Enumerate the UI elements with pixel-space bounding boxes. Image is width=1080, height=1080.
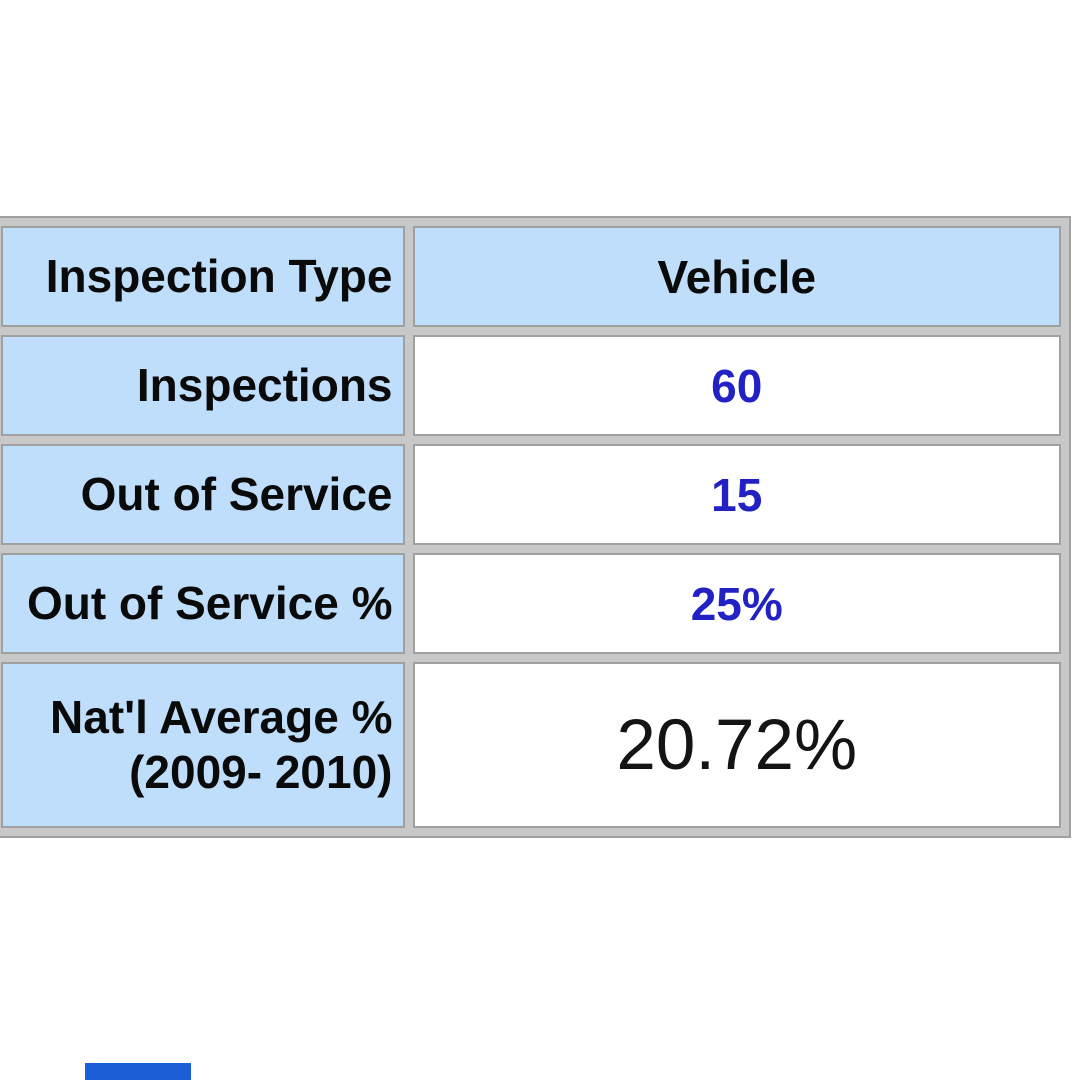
table-header-row: Inspection Type Vehicle [1, 226, 1061, 327]
value-out-of-service-pct: 25% [412, 553, 1061, 654]
row-label-out-of-service-pct: Out of Service % [1, 553, 405, 654]
value-out-of-service: 15 [412, 444, 1061, 545]
row-label-natl-average: Nat'l Average % (2009- 2010) [1, 662, 405, 828]
table-row: Inspections 60 [1, 335, 1061, 436]
table-row: Out of Service % 25% [1, 553, 1061, 654]
column-header-inspection-type: Inspection Type [1, 226, 405, 327]
table-row: Out of Service 15 [1, 444, 1061, 545]
table-row: Nat'l Average % (2009- 2010) 20.72% [1, 662, 1061, 828]
natl-average-label-line2: (2009- 2010) [129, 746, 393, 798]
column-header-vehicle: Vehicle [412, 226, 1061, 327]
natl-average-label-line1: Nat'l Average % [50, 691, 393, 743]
clipped-blue-bar [85, 1063, 191, 1080]
value-natl-average: 20.72% [412, 662, 1061, 828]
row-label-inspections: Inspections [1, 335, 405, 436]
value-inspections: 60 [412, 335, 1061, 436]
inspection-summary-table: Inspection Type Vehicle Inspections 60 O… [0, 216, 1071, 838]
row-label-out-of-service: Out of Service [1, 444, 405, 545]
